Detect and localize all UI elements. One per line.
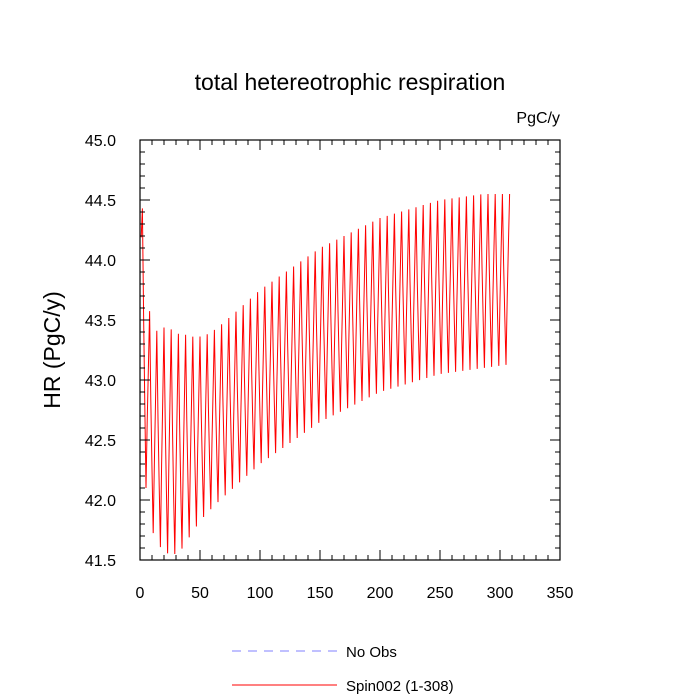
y-axis-label: HR (PgC/y) [39,291,65,409]
y-tick-label: 44.0 [85,253,116,270]
y-tick-label: 43.0 [85,373,116,390]
y-tick-label: 42.0 [85,493,116,510]
x-tick-label: 0 [136,585,145,602]
y-tick-label: 43.5 [85,313,116,330]
y-tick-label: 44.5 [85,193,116,210]
y-tick-label: 45.0 [85,133,116,150]
x-tick-label: 250 [427,585,454,602]
units-label: PgC/y [516,110,560,127]
x-tick-label: 200 [367,585,394,602]
plot-frame [139,139,561,561]
series-line-spin002 [140,193,511,555]
x-tick-label: 100 [247,585,274,602]
axis-tick-labels: 0 50 100 150 200 250 300 350 41.5 42.0 42.5 43.0 43.… [85,133,574,602]
y-tick-label: 41.5 [85,553,116,570]
y-tick-label: 42.5 [85,433,116,450]
x-tick-label: 350 [547,585,574,602]
x-tick-label: 150 [307,585,334,602]
legend: No Obs Spin002 (1-308) [232,644,454,695]
legend-label-spin002: Spin002 (1-308) [346,678,454,695]
chart-title: total hetereotrophic respiration [195,69,506,95]
legend-label-no-obs: No Obs [346,644,397,661]
plot-area [140,193,511,555]
x-tick-label: 300 [487,585,514,602]
x-tick-label: 50 [191,585,209,602]
